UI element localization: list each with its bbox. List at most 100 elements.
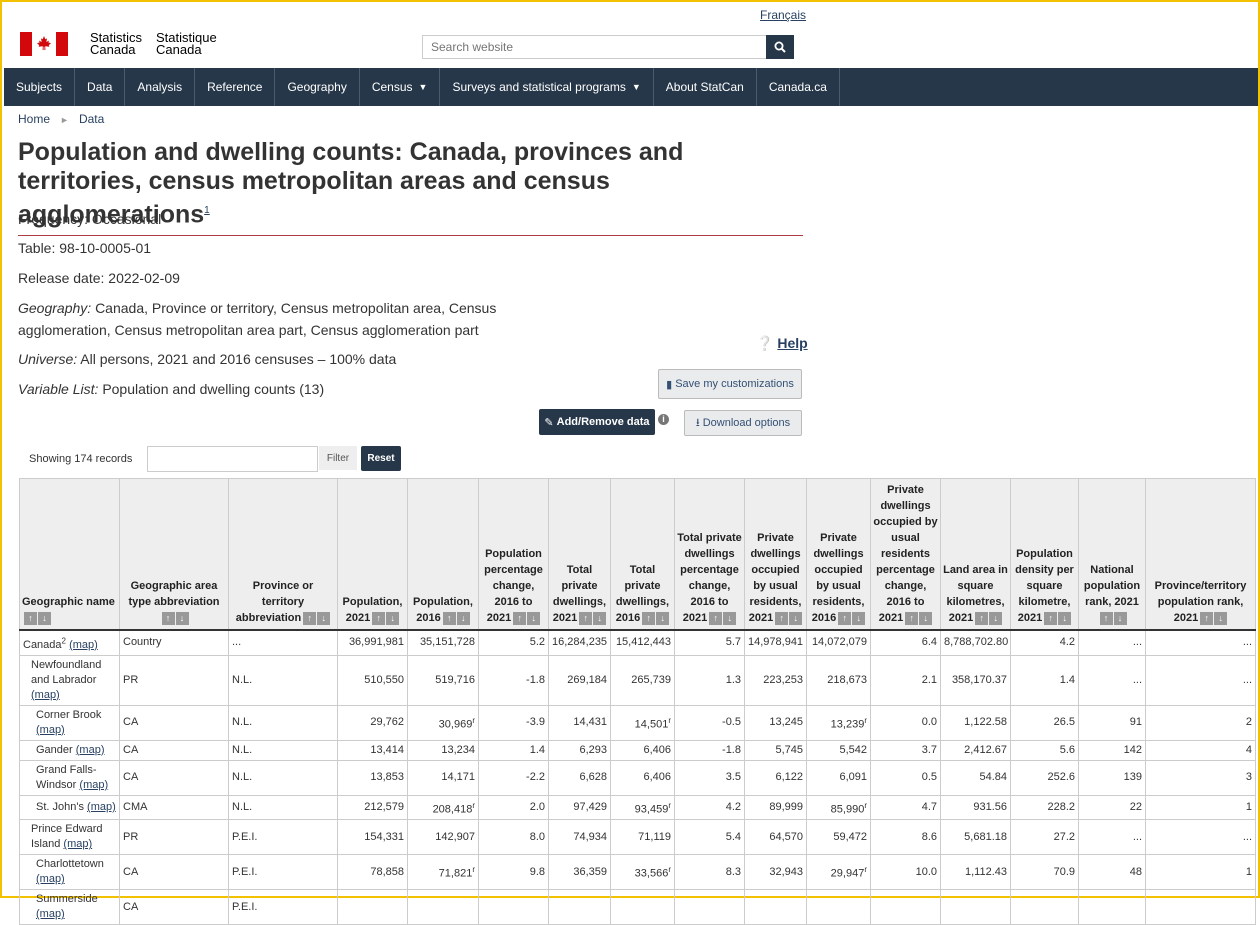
map-link[interactable]: (map) [79,778,109,791]
breadcrumb-data[interactable]: Data [78,112,105,126]
footnote-link[interactable]: 2 [61,636,66,645]
sort-controls: ↑ ↓ [161,611,189,625]
map-link[interactable]: (map) [75,743,105,756]
sort-ascending-icon[interactable]: ↑ [905,611,919,625]
sort-descending-icon[interactable]: ↓ [456,611,470,625]
map-link[interactable]: (map) [69,638,98,651]
sort-descending-icon[interactable]: ↓ [175,611,189,625]
sort-ascending-icon[interactable]: ↑ [1200,611,1214,625]
sort-controls: ↑ ↓ [838,611,866,625]
sort-ascending-icon[interactable]: ↑ [709,611,723,625]
sort-ascending-icon[interactable]: ↑ [579,611,593,625]
value-cell: 13,239r [806,704,871,741]
add-remove-data-button[interactable]: ✎ Add/Remove data [539,409,655,435]
sort-descending-icon[interactable]: ↓ [386,611,400,625]
site-brand[interactable]: Statistics Canada Statistique Canada [20,31,231,56]
map-link[interactable]: (map) [87,800,116,813]
value-cell [337,889,408,925]
sort-ascending-icon[interactable]: ↑ [442,611,456,625]
menu-analysis[interactable]: Analysis [125,68,196,106]
map-link[interactable]: (map) [31,688,60,701]
map-link[interactable]: (map) [63,838,93,851]
sort-ascending-icon[interactable]: ↑ [975,611,989,625]
sort-controls: ↑ ↓ [975,611,1003,625]
value-cell: 14,431 [548,704,611,741]
sort-descending-icon[interactable]: ↓ [789,611,803,625]
value-cell: 154,331 [337,819,408,856]
menu-geography[interactable]: Geography [275,68,360,106]
menu-reference[interactable]: Reference [195,68,276,106]
map-link[interactable]: (map) [36,908,65,921]
column-header: Private dwellings occupied by usual resi… [806,478,871,631]
column-header: Private dwellings occupied by usual resi… [870,478,941,631]
sort-ascending-icon[interactable]: ↑ [1099,611,1113,625]
value-cell: 35,151,728 [407,629,479,656]
help-link[interactable]: ❔ Help [756,335,808,351]
sort-descending-icon[interactable]: ↓ [527,611,541,625]
sort-descending-icon[interactable]: ↓ [989,611,1003,625]
area-type-cell: CA [119,759,229,796]
sort-descending-icon[interactable]: ↓ [38,611,51,625]
reset-button[interactable]: Reset [361,446,401,471]
sort-descending-icon[interactable]: ↓ [852,611,866,625]
sort-descending-icon[interactable]: ↓ [593,611,607,625]
province-cell: N.L. [228,704,338,741]
geographic-name: Gander [36,743,73,756]
table-row: Canada2 (map) Country... 36,991,981 35,151,… [19,629,1256,656]
title-footnote-link[interactable]: 1 [204,205,210,216]
revised-flag: r [668,865,671,875]
sort-ascending-icon[interactable]: ↑ [775,611,789,625]
value-cell: 13,853 [337,759,408,796]
menu-surveys[interactable]: Surveys and statistical programs ▼ [440,68,654,106]
value-cell: 14,171 [407,759,479,796]
universe-text: Universe: All persons, 2021 and 2016 cen… [18,351,397,367]
sort-descending-icon[interactable]: ↓ [656,611,670,625]
save-customizations-button[interactable]: ▮ Save my customizations [658,369,802,399]
canada-flag-icon [20,32,68,56]
menu-about[interactable]: About StatCan [654,68,757,106]
sort-ascending-icon[interactable]: ↑ [1044,611,1058,625]
search-input[interactable] [422,35,766,59]
table-number-text: Table: 98-10-0005-01 [18,240,152,256]
value-cell: 5.2 [478,629,549,656]
value-cell: -3.9 [478,704,549,741]
sort-ascending-icon[interactable]: ↑ [372,611,386,625]
value-cell: 29,947r [806,854,871,891]
value-cell: 142,907 [407,819,479,856]
column-header: Total private dwellings percentage chang… [674,478,745,631]
map-link[interactable]: (map) [36,873,65,886]
question-circle-icon: ❔ [756,335,774,351]
revised-flag: r [864,865,867,875]
pencil-icon: ✎ [544,416,554,429]
breadcrumb-home[interactable]: Home [18,112,51,126]
value-cell: 1,122.58 [940,704,1011,741]
search-button[interactable] [766,35,794,59]
geographic-name-cell: Prince Edward Island (map) [19,819,120,856]
sort-ascending-icon[interactable]: ↑ [513,611,527,625]
sort-descending-icon[interactable]: ↓ [1058,611,1072,625]
breadcrumb: Home ► Data [18,112,104,126]
download-options-button[interactable]: ⭳ Download options [684,410,802,436]
filter-button[interactable]: Filter [319,446,357,470]
sort-ascending-icon[interactable]: ↑ [24,611,37,625]
menu-canada-ca[interactable]: Canada.ca [757,68,840,106]
map-link[interactable]: (map) [36,723,65,736]
menu-census[interactable]: Census ▼ [360,68,441,106]
sort-descending-icon[interactable]: ↓ [1113,611,1127,625]
sort-descending-icon[interactable]: ↓ [919,611,933,625]
info-icon[interactable]: i [658,414,669,425]
sort-descending-icon[interactable]: ↓ [1214,611,1228,625]
sort-ascending-icon[interactable]: ↑ [642,611,656,625]
value-cell: 3 [1145,759,1256,796]
sort-descending-icon[interactable]: ↓ [723,611,737,625]
menu-data[interactable]: Data [75,68,126,106]
sort-ascending-icon[interactable]: ↑ [161,611,175,625]
sort-controls: ↑ ↓ [905,611,933,625]
filter-input[interactable] [147,446,318,472]
sort-ascending-icon[interactable]: ↑ [838,611,852,625]
sort-ascending-icon[interactable]: ↑ [303,611,317,625]
language-toggle-link[interactable]: Français [760,8,807,22]
sort-descending-icon[interactable]: ↓ [317,611,331,625]
menu-subjects[interactable]: Subjects [4,68,76,106]
value-cell: 30,969r [407,704,479,741]
